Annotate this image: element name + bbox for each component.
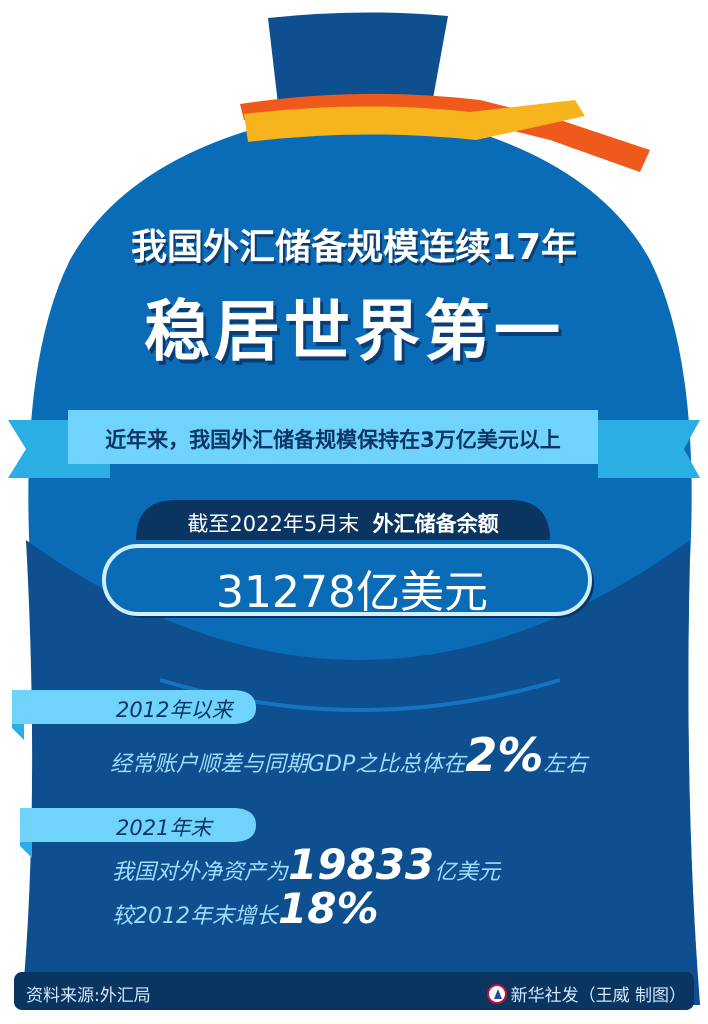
fact-2-prefix: 我国对外净资产为 (112, 860, 289, 885)
reserve-amount: 31278亿美元 (216, 567, 488, 618)
bag-tie-yellow (244, 100, 585, 142)
fact-1-prefix: 经常账户顺差与同期GDP之比总体在 (110, 752, 466, 777)
bag-lower (22, 540, 700, 1005)
fact-2-line-2: 较2012年末增长18% (112, 884, 379, 933)
as-of-date: 截至2022年5月末 (187, 512, 360, 536)
fact-1-highlight: 2% (465, 728, 544, 782)
amount-pill (102, 544, 592, 616)
fact-2-highlight: 19833 (288, 840, 435, 889)
fact-1-text: 经常账户顺差与同期GDP之比总体在2%左右 (110, 728, 587, 782)
banner-main (68, 410, 598, 464)
fact-tag-1: 2012年以来 (116, 698, 233, 722)
fact-2-suffix: 亿美元 (434, 860, 501, 885)
xinhua-logo-icon (486, 983, 507, 1004)
as-of-tab (136, 500, 550, 540)
fact-2-line2-prefix: 较2012年末增长 (112, 904, 278, 929)
bag-neck (268, 12, 448, 105)
title-line-2: 稳居世界第一 (144, 293, 564, 370)
fact-tag-1-bg (12, 690, 256, 724)
banner-text: 近年来，我国外汇储备规模保持在3万亿美元以上 (105, 428, 561, 452)
banner-tail-right (598, 420, 700, 478)
footer-bar (14, 972, 694, 1010)
fact-2-line2-highlight: 18% (278, 884, 379, 933)
credit-text: 新华社发（王威 制图） (510, 986, 686, 1006)
fact-tag-2: 2021年末 (116, 816, 212, 840)
fact-2-line-1: 我国对外净资产为19833亿美元 (112, 840, 500, 889)
credit: 新华社发（王威 制图） (486, 981, 686, 1006)
as-of-label: 截至2022年5月末 外汇储备余额 (136, 508, 550, 538)
metric-label: 外汇储备余额 (372, 512, 499, 536)
source-label: 资料来源:外汇局 (26, 986, 151, 1006)
fact-1-suffix: 左右 (543, 752, 588, 777)
fact-tag-2-bg (20, 808, 256, 842)
title-line-1: 我国外汇储备规模连续17年 (130, 227, 578, 268)
